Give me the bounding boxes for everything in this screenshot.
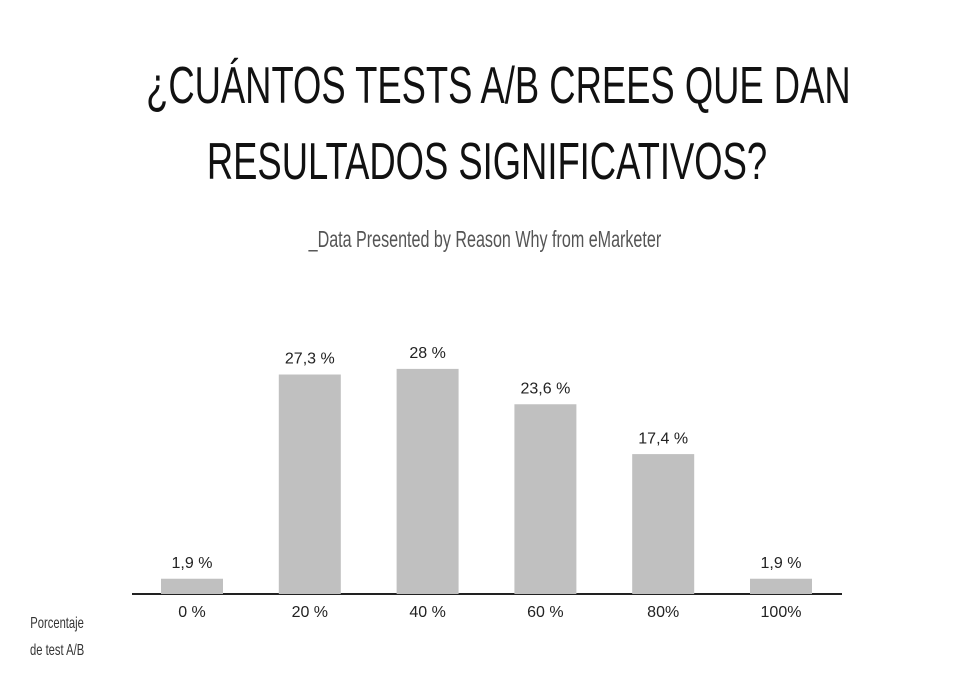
value-label: 27,3 %: [285, 351, 335, 368]
x-axis-label: Porcentaje de test A/B: [30, 615, 85, 659]
value-label: 1,9 %: [761, 555, 802, 572]
x-tick-label: 80%: [647, 604, 679, 621]
bar: [750, 578, 812, 594]
value-label: 1,9 %: [172, 555, 213, 572]
bar: [514, 404, 577, 594]
chart-subtitle: _Data Presented by Reason Why from eMark…: [308, 226, 662, 252]
bar: [632, 454, 695, 594]
x-tick-label: 20 %: [292, 604, 328, 621]
bar: [396, 368, 459, 594]
x-tick-label: 40 %: [409, 604, 445, 621]
x-tick-label: 60 %: [527, 604, 563, 621]
bar: [278, 374, 341, 594]
value-label: 17,4 %: [638, 430, 688, 447]
x-tick-label: 100%: [761, 604, 802, 621]
value-label: 28 %: [409, 345, 445, 362]
value-label: 23,6 %: [520, 380, 570, 397]
x-tick-label: 0 %: [178, 604, 206, 621]
bar: [161, 578, 223, 594]
